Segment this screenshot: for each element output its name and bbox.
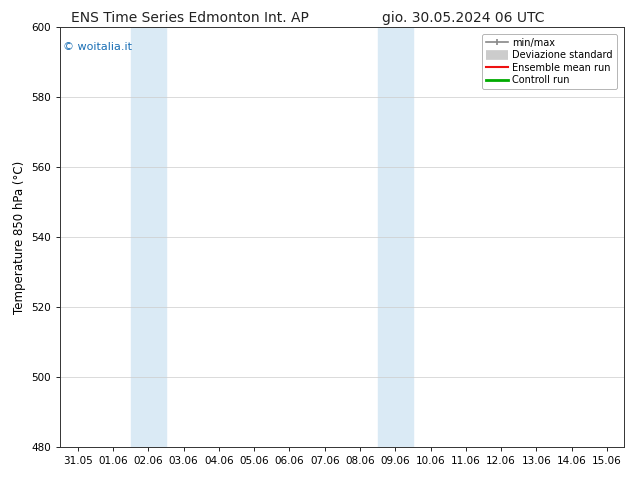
Bar bbox=[378, 27, 413, 447]
Legend: min/max, Deviazione standard, Ensemble mean run, Controll run: min/max, Deviazione standard, Ensemble m… bbox=[482, 34, 617, 89]
Text: ENS Time Series Edmonton Int. AP: ENS Time Series Edmonton Int. AP bbox=[71, 11, 309, 25]
Y-axis label: Temperature 850 hPa (°C): Temperature 850 hPa (°C) bbox=[13, 160, 26, 314]
Bar bbox=[131, 27, 166, 447]
Text: © woitalia.it: © woitalia.it bbox=[63, 42, 132, 51]
Text: gio. 30.05.2024 06 UTC: gio. 30.05.2024 06 UTC bbox=[382, 11, 544, 25]
